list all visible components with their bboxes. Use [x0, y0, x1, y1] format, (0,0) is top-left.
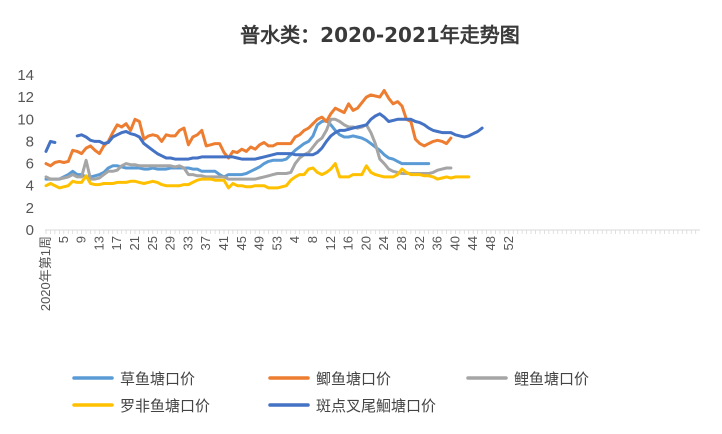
series-line — [44, 117, 453, 181]
y-tick-label: 14 — [17, 67, 34, 84]
plot-lines — [44, 89, 484, 190]
x-tick-label: 29 — [163, 236, 178, 250]
x-tick-label: 25 — [145, 236, 160, 250]
y-tick-label: 6 — [26, 156, 34, 173]
y-tick-label: 4 — [26, 178, 34, 195]
y-tick-label: 2 — [26, 200, 34, 217]
x-tick-label: 49 — [252, 236, 267, 250]
y-tick-label: 12 — [17, 89, 34, 106]
x-tick-label: 9 — [74, 236, 89, 243]
legend-label: 草鱼塘口价 — [120, 370, 195, 388]
x-tick-label: 13 — [91, 236, 106, 250]
x-tick-label: 48 — [483, 236, 498, 250]
x-tick-label: 16 — [341, 236, 356, 250]
x-tick-label: 44 — [465, 236, 480, 250]
legend-label: 鲫鱼塘口价 — [316, 370, 391, 388]
series-line — [44, 118, 431, 181]
legend-label: 罗非鱼塘口价 — [120, 397, 210, 415]
series-line — [44, 162, 471, 190]
y-tick-label: 10 — [17, 111, 34, 128]
x-tick-label: 53 — [269, 236, 284, 250]
x-tick-label: 4 — [287, 236, 302, 243]
series-line — [44, 89, 453, 168]
x-tick-label: 45 — [234, 236, 249, 250]
x-tick-label: 52 — [501, 236, 516, 250]
x-tick-label-first: 2020年第1周 — [38, 236, 53, 311]
x-tick-label: 21 — [127, 236, 142, 250]
x-tick-label: 5 — [56, 236, 71, 243]
series-line — [44, 139, 57, 153]
x-tick-label: 8 — [305, 236, 320, 243]
x-tick-label: 37 — [198, 236, 213, 250]
y-axis: 0 2 4 6 8 10 12 14 — [17, 67, 34, 239]
legend-label: 鲤鱼塘口价 — [514, 370, 589, 388]
chart-title: 普水类：2020-2021年走势图 — [240, 23, 520, 47]
y-tick-label: 0 — [26, 222, 34, 239]
x-tick-label: 33 — [180, 236, 195, 250]
y-tick-label: 8 — [26, 133, 34, 150]
x-tick-label: 32 — [412, 236, 427, 250]
x-tick-label: 12 — [323, 236, 338, 250]
x-axis: 2020年第1周 5 9 13 17 21 25 29 33 37 41 45 49 53 4 8 12 16 20… — [38, 229, 700, 311]
x-tick-label: 24 — [376, 236, 391, 250]
x-tick-label: 40 — [447, 236, 462, 250]
x-tick-label: 41 — [216, 236, 231, 250]
x-tick-label: 20 — [358, 236, 373, 250]
x-tick-label: 28 — [394, 236, 409, 250]
series-line — [75, 112, 484, 161]
legend-label: 斑点叉尾鮰塘口价 — [316, 397, 436, 415]
x-tick-label: 36 — [430, 236, 445, 250]
x-tick-label: 17 — [109, 236, 124, 250]
